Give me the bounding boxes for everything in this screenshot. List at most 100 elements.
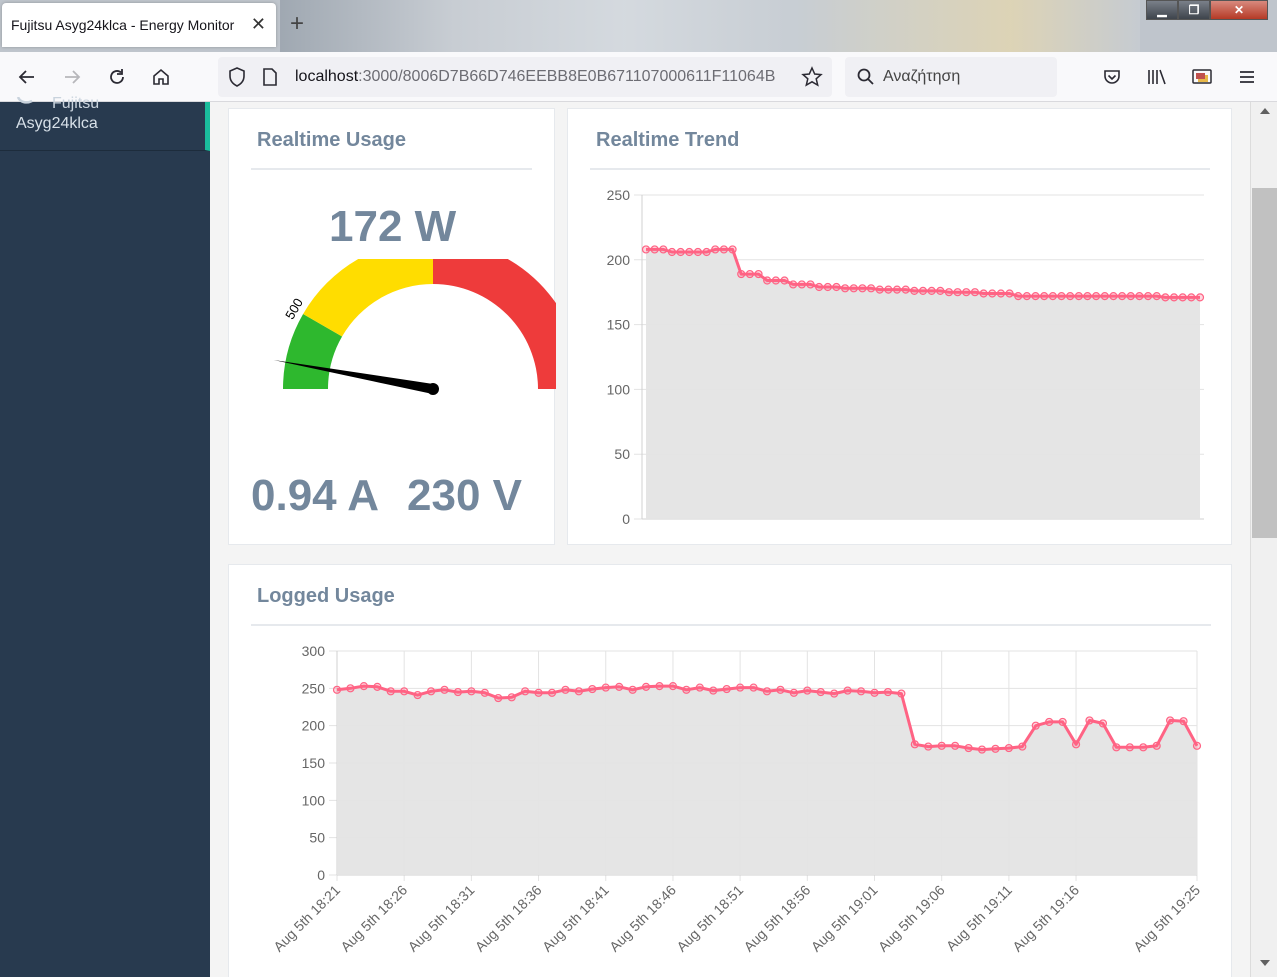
page-icon[interactable] <box>262 68 278 91</box>
data-point <box>910 740 919 749</box>
y-tick-label: 300 <box>302 643 326 659</box>
back-icon[interactable] <box>15 65 39 89</box>
library-icon[interactable] <box>1145 65 1169 89</box>
data-point <box>440 685 449 694</box>
scroll-up-icon[interactable] <box>1260 108 1270 114</box>
y-tick-label: 150 <box>302 755 326 771</box>
data-point <box>373 682 382 691</box>
data-point <box>884 285 893 294</box>
data-point <box>953 288 962 297</box>
data-point <box>970 288 980 297</box>
y-tick-label: 100 <box>302 792 326 808</box>
card-divider <box>251 168 532 170</box>
data-point <box>1126 291 1135 301</box>
data-point <box>426 687 436 696</box>
url-host: localhost <box>295 68 359 85</box>
data-point <box>979 289 988 298</box>
data-point <box>883 687 893 697</box>
data-point <box>1161 293 1170 302</box>
data-point <box>547 688 557 697</box>
data-point <box>628 685 637 694</box>
data-point <box>1139 743 1148 752</box>
data-point <box>936 286 945 296</box>
new-tab-button[interactable]: + <box>290 10 305 37</box>
data-point <box>964 743 973 753</box>
maximize-icon[interactable]: ❐ <box>1178 0 1210 20</box>
data-point <box>856 687 866 696</box>
data-point <box>728 245 737 254</box>
synced-tabs-icon[interactable] <box>1190 65 1214 89</box>
sidebar-item-device[interactable]: Fujitsu Asyg24klca <box>0 95 210 151</box>
search-bar[interactable]: Αναζήτηση <box>845 57 1057 97</box>
bookmark-star-icon[interactable] <box>801 66 823 93</box>
data-point <box>1018 742 1027 751</box>
power-value: 172 W <box>329 202 457 251</box>
data-point <box>1187 293 1196 302</box>
window-close-icon[interactable]: ✕ <box>1210 0 1268 20</box>
gauge-band-yellow <box>303 259 433 337</box>
data-point <box>413 690 422 700</box>
navigation-toolbar: localhost:3000/8006D7B66D746EEBB8E0B6711… <box>0 52 1277 102</box>
device-icon <box>16 96 33 108</box>
data-point <box>996 289 1006 298</box>
data-point <box>849 284 858 293</box>
data-point <box>910 286 919 296</box>
x-tick-label: Aug 5th 18:46 <box>606 882 679 955</box>
data-point <box>386 687 395 696</box>
data-point <box>615 682 624 691</box>
y-tick-label: 50 <box>614 446 630 462</box>
x-tick-label: Aug 5th 18:56 <box>740 882 813 955</box>
scrollbar-thumb[interactable] <box>1252 188 1277 538</box>
scroll-down-icon[interactable] <box>1260 960 1270 966</box>
data-point <box>763 276 772 285</box>
data-point <box>480 688 489 697</box>
card-divider <box>590 168 1210 170</box>
data-point <box>695 683 704 692</box>
x-tick-label: Aug 5th 18:21 <box>270 882 343 955</box>
y-tick-label: 150 <box>607 317 631 333</box>
x-tick-label: Aug 5th 18:36 <box>472 882 545 955</box>
series-line <box>336 684 1199 752</box>
data-point <box>1022 291 1031 301</box>
logged-usage-card: Logged Usage 0 50 100 150 200 250 300 Aug 5th 1… <box>228 564 1232 977</box>
data-point <box>359 681 368 691</box>
x-tick-label: Aug 5th 18:41 <box>539 882 612 955</box>
page-scrollbar[interactable] <box>1250 102 1277 977</box>
data-point <box>1117 291 1127 301</box>
sidebar-item-label: Asyg24klca <box>16 115 98 132</box>
url-text[interactable]: localhost:3000/8006D7B66D746EEBB8E0B6711… <box>295 68 775 86</box>
desktop-background <box>280 0 1140 52</box>
x-tick-label: Aug 5th 18:51 <box>673 882 746 955</box>
x-tick-label: Aug 5th 19:01 <box>808 882 881 955</box>
browser-tab[interactable]: Fujitsu Asyg24klca - Energy Monitor ✕ <box>2 3 276 47</box>
logged-usage-title: Logged Usage <box>257 585 395 607</box>
shield-icon[interactable] <box>228 67 246 92</box>
data-point <box>641 682 651 691</box>
data-point <box>601 683 610 692</box>
data-point <box>507 693 516 702</box>
menu-icon[interactable] <box>1235 65 1259 89</box>
home-icon[interactable] <box>149 65 173 89</box>
data-point <box>1178 293 1187 302</box>
tab-close-icon[interactable]: ✕ <box>250 14 266 34</box>
data-point <box>1083 291 1092 301</box>
data-point <box>1040 291 1049 301</box>
url-bar[interactable]: localhost:3000/8006D7B66D746EEBB8E0B6711… <box>218 57 832 97</box>
reload-icon[interactable] <box>105 65 129 89</box>
data-point <box>1031 721 1040 730</box>
search-input[interactable]: Αναζήτηση <box>883 68 961 85</box>
data-point <box>832 282 841 292</box>
data-point <box>534 688 543 697</box>
data-point <box>1112 743 1121 752</box>
pocket-icon[interactable] <box>1100 65 1124 89</box>
data-point <box>693 247 703 257</box>
voltage-value: 230 V <box>407 471 522 520</box>
data-point <box>937 741 946 750</box>
data-point <box>988 289 997 298</box>
data-point <box>1071 740 1081 749</box>
data-point <box>1100 291 1109 301</box>
minimize-icon[interactable]: ▁ <box>1146 0 1178 20</box>
data-point <box>641 245 651 254</box>
current-value: 0.94 A <box>251 471 380 520</box>
forward-icon[interactable] <box>60 65 84 89</box>
